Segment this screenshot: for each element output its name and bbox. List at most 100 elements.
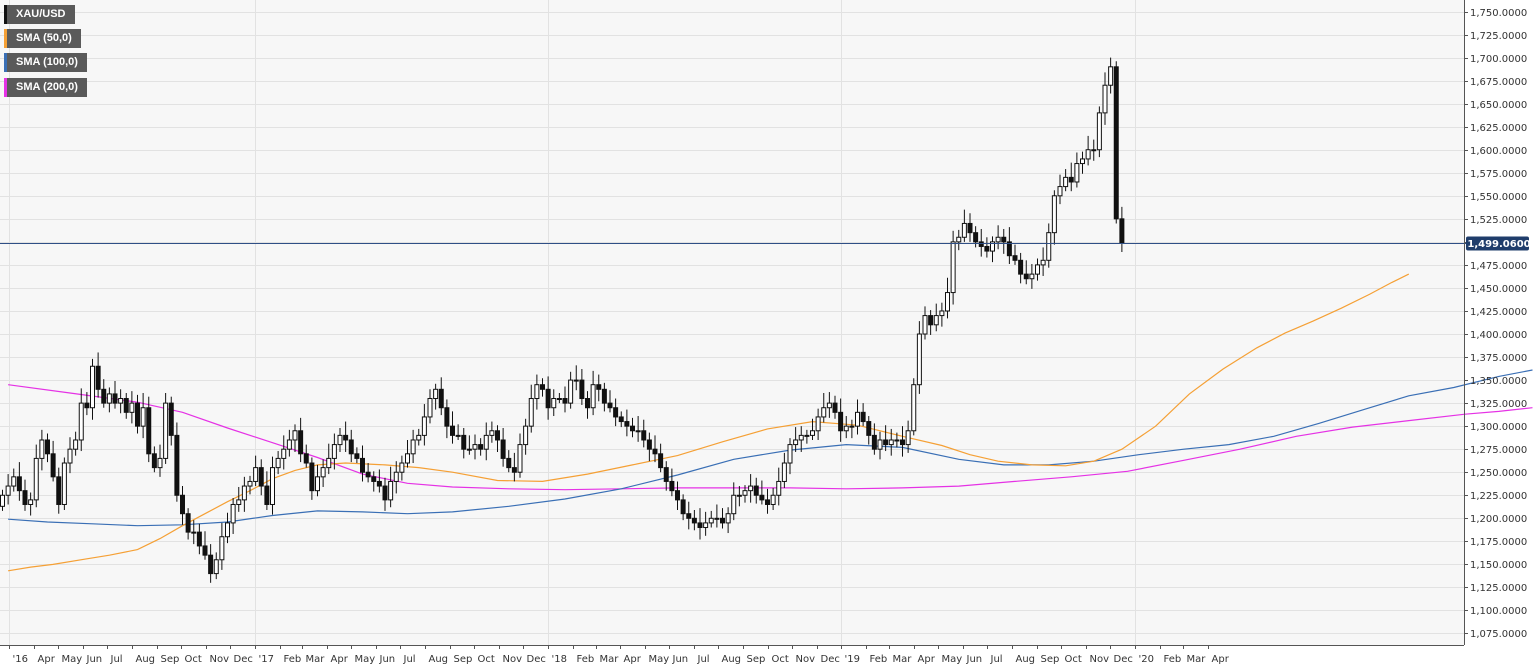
candle-body xyxy=(967,222,973,234)
candle xyxy=(360,445,365,482)
x-tick-label: Nov xyxy=(503,654,523,665)
candle-body xyxy=(1046,232,1052,261)
candle xyxy=(635,416,641,442)
candle-body xyxy=(84,402,90,409)
legend-xauusd[interactable]: XAU/USD xyxy=(4,5,75,24)
candle-body xyxy=(135,402,140,427)
candle xyxy=(1001,228,1007,254)
candle xyxy=(410,429,416,464)
candle xyxy=(258,459,264,496)
candle xyxy=(663,461,669,491)
candle-body xyxy=(1113,66,1119,220)
x-tick-label: Jul xyxy=(110,654,123,665)
candle xyxy=(376,469,382,493)
candle-body xyxy=(191,531,197,534)
candle-body xyxy=(939,310,945,317)
candle xyxy=(157,444,163,477)
legend-sma-50[interactable]: SMA (50,0) xyxy=(4,29,81,48)
x-tick-label: Sep xyxy=(1041,654,1060,665)
legend-swatch-sma-200 xyxy=(4,78,7,97)
x-tick-label: Apr xyxy=(1212,654,1230,665)
legend-sma-200[interactable]: SMA (200,0) xyxy=(4,78,87,97)
candle-body xyxy=(129,402,135,413)
candle xyxy=(798,426,804,452)
candle-body xyxy=(1091,149,1097,152)
candle xyxy=(78,388,84,452)
candle-body xyxy=(990,241,995,252)
candle xyxy=(393,461,399,494)
candle-body xyxy=(495,430,500,441)
candle-body xyxy=(753,485,759,496)
candle xyxy=(247,475,253,495)
candle-body xyxy=(0,494,5,507)
candle xyxy=(776,467,782,506)
candle xyxy=(112,381,118,409)
candle-body xyxy=(950,241,956,294)
candle xyxy=(945,277,950,319)
candle xyxy=(720,508,725,529)
candle-body xyxy=(534,384,540,400)
candle xyxy=(50,440,56,482)
candle-body xyxy=(826,402,832,409)
candle xyxy=(658,443,664,473)
x-tick-label: Aug xyxy=(429,654,449,665)
y-tick-label: 1,650.0000 xyxy=(1470,100,1527,111)
candle-body xyxy=(500,439,506,459)
legend-label-xauusd: XAU/USD xyxy=(16,8,66,20)
candle xyxy=(523,418,529,455)
candle-body xyxy=(905,430,911,446)
candle-body xyxy=(281,448,287,459)
legend-sma-100[interactable]: SMA (100,0) xyxy=(4,53,87,72)
candle-body xyxy=(258,467,264,487)
candle xyxy=(450,411,455,444)
candle-body xyxy=(247,480,253,487)
candle xyxy=(421,404,427,446)
candle xyxy=(832,395,838,419)
candle xyxy=(551,389,557,417)
y-tick-label: 1,225.0000 xyxy=(1470,491,1527,502)
candle-body xyxy=(140,407,146,427)
candle-body xyxy=(151,453,157,469)
candle-body xyxy=(101,388,107,404)
candle-body xyxy=(714,517,720,520)
candle-body xyxy=(95,365,101,390)
candle xyxy=(196,523,202,555)
candle xyxy=(45,433,50,463)
candle xyxy=(495,425,500,452)
candle xyxy=(601,382,607,412)
candle xyxy=(0,489,5,511)
candle xyxy=(11,468,17,492)
candle xyxy=(787,438,793,475)
y-tick-label: 1,575.0000 xyxy=(1470,169,1527,180)
candle xyxy=(843,416,849,439)
candle xyxy=(22,479,28,511)
x-tick-label: Mar xyxy=(600,654,620,665)
candle-body xyxy=(39,439,45,459)
y-tick-label: 1,450.0000 xyxy=(1470,284,1527,295)
candle xyxy=(129,391,135,424)
candle-body xyxy=(399,462,405,473)
candle xyxy=(517,433,523,478)
candle xyxy=(860,403,866,427)
x-tick-label: Apr xyxy=(918,654,936,665)
candle xyxy=(472,434,478,460)
candle-body xyxy=(483,434,489,450)
candle xyxy=(534,374,540,410)
candle xyxy=(118,389,124,414)
candle-body xyxy=(416,434,422,441)
candle xyxy=(1068,162,1074,192)
candle-body xyxy=(793,439,799,446)
candle xyxy=(343,421,349,452)
candle xyxy=(590,370,596,416)
candle xyxy=(348,429,354,463)
candle xyxy=(691,510,697,531)
candle-body xyxy=(264,485,270,505)
candle-body xyxy=(798,434,804,441)
candle-body xyxy=(174,434,180,496)
candle xyxy=(877,431,883,460)
candle-body xyxy=(320,467,326,478)
candle xyxy=(781,452,787,488)
candle-body xyxy=(736,494,742,497)
candle xyxy=(714,504,720,528)
